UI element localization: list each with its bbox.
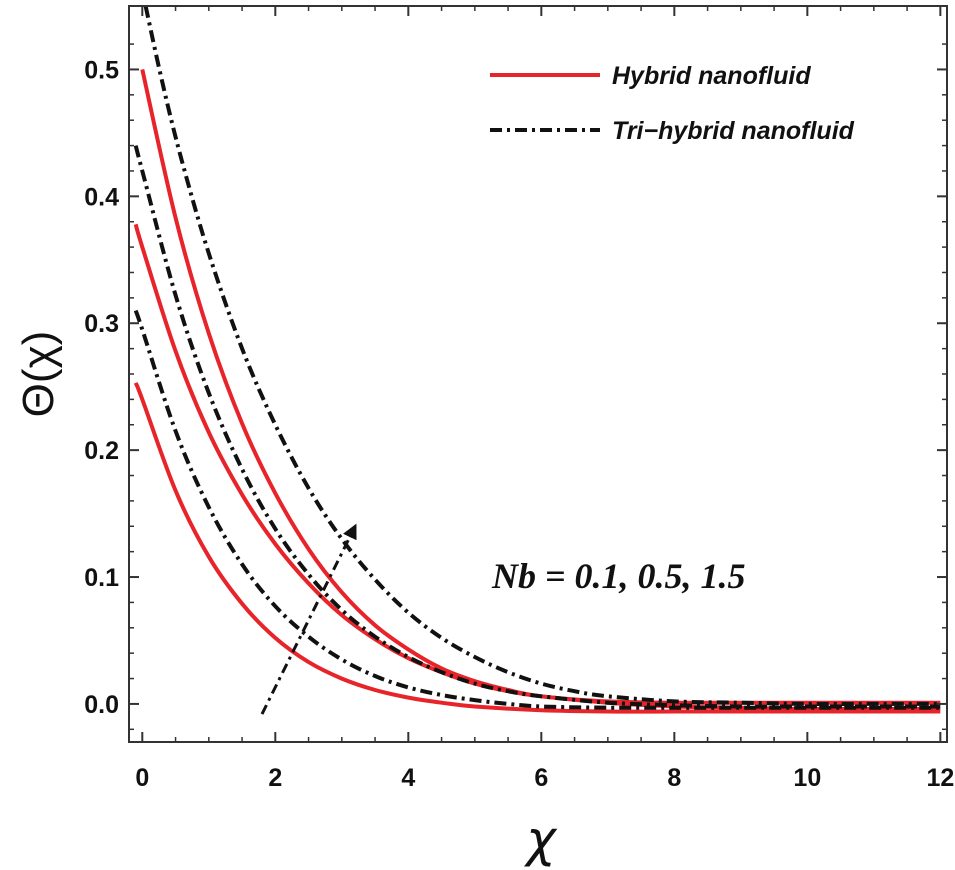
x-tick-label: 10 — [793, 764, 821, 792]
legend-label-trihybrid: Tri−hybrid nanofluid — [612, 117, 855, 145]
annotation-text: Nb = 0.1, 0.5, 1.5 — [491, 556, 746, 596]
x-tick-label: 8 — [667, 764, 681, 792]
x-tick-label: 12 — [926, 764, 954, 792]
y-axis-label: Θ(χ) — [14, 331, 63, 418]
y-tick-label: 0.4 — [84, 183, 119, 211]
x-tick-label: 6 — [534, 764, 548, 792]
y-tick-label: 0.3 — [84, 310, 119, 338]
annotation-arrow — [260, 523, 357, 715]
x-tick-label: 4 — [401, 764, 415, 792]
series-line-1 — [133, 382, 941, 714]
y-tick-label: 0.1 — [84, 564, 119, 592]
y-tick-label: 0.2 — [84, 437, 119, 465]
legend: Hybrid nanofluid Tri−hybrid nanofluid — [490, 62, 855, 145]
ticks-layer: 0 2 4 6 8 10 12 0.0 0.1 0.2 0.3 0.4 0.5 — [84, 6, 954, 792]
x-axis-label: χ — [523, 810, 558, 868]
series-line-3 — [140, 68, 941, 705]
y-tick-label: 0.5 — [84, 56, 119, 84]
series-line-4 — [133, 309, 941, 710]
series-line-2 — [133, 223, 941, 712]
y-tick-label: 0.0 — [84, 691, 119, 719]
series-layer — [133, 6, 941, 714]
series-line-5 — [133, 145, 941, 709]
legend-label-hybrid: Hybrid nanofluid — [612, 62, 811, 90]
x-tick-label: 2 — [268, 764, 282, 792]
x-tick-label: 0 — [135, 764, 149, 792]
series-line-6 — [143, 6, 941, 706]
